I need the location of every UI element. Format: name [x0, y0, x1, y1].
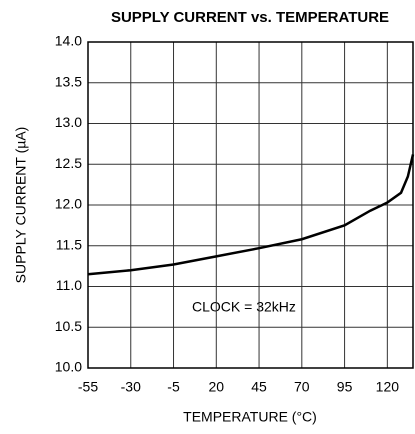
- y-tick-label: 13.5: [55, 73, 82, 89]
- x-tick-label: -30: [121, 379, 141, 395]
- y-tick-label: 11.5: [56, 236, 82, 252]
- x-axis-label: TEMPERATURE (°C): [183, 409, 317, 425]
- y-tick-label: 14.0: [55, 33, 82, 49]
- x-tick-label: 70: [294, 379, 310, 395]
- y-tick-label: 13.0: [55, 114, 82, 130]
- y-axis-label: SUPPLY CURRENT (µA): [13, 127, 29, 284]
- annotation: CLOCK = 32kHz: [192, 299, 296, 315]
- plot-frame: [87, 41, 414, 369]
- y-tick-label: 12.5: [55, 155, 82, 171]
- y-tick-label: 11.0: [56, 277, 82, 293]
- data-line: [87, 154, 415, 276]
- x-tick-label: 20: [209, 379, 225, 395]
- x-tick-label: -5: [167, 379, 180, 395]
- x-tick-label: 45: [251, 379, 267, 395]
- x-tick-label: 95: [337, 379, 353, 395]
- x-tick-label: -55: [78, 379, 98, 395]
- y-tick-label: 10.0: [55, 359, 82, 375]
- y-tick-label: 12.0: [55, 196, 82, 212]
- y-tick-label: 10.5: [55, 318, 82, 334]
- chart-title: SUPPLY CURRENT vs. TEMPERATURE: [111, 9, 389, 26]
- x-tick-label: 120: [376, 379, 400, 395]
